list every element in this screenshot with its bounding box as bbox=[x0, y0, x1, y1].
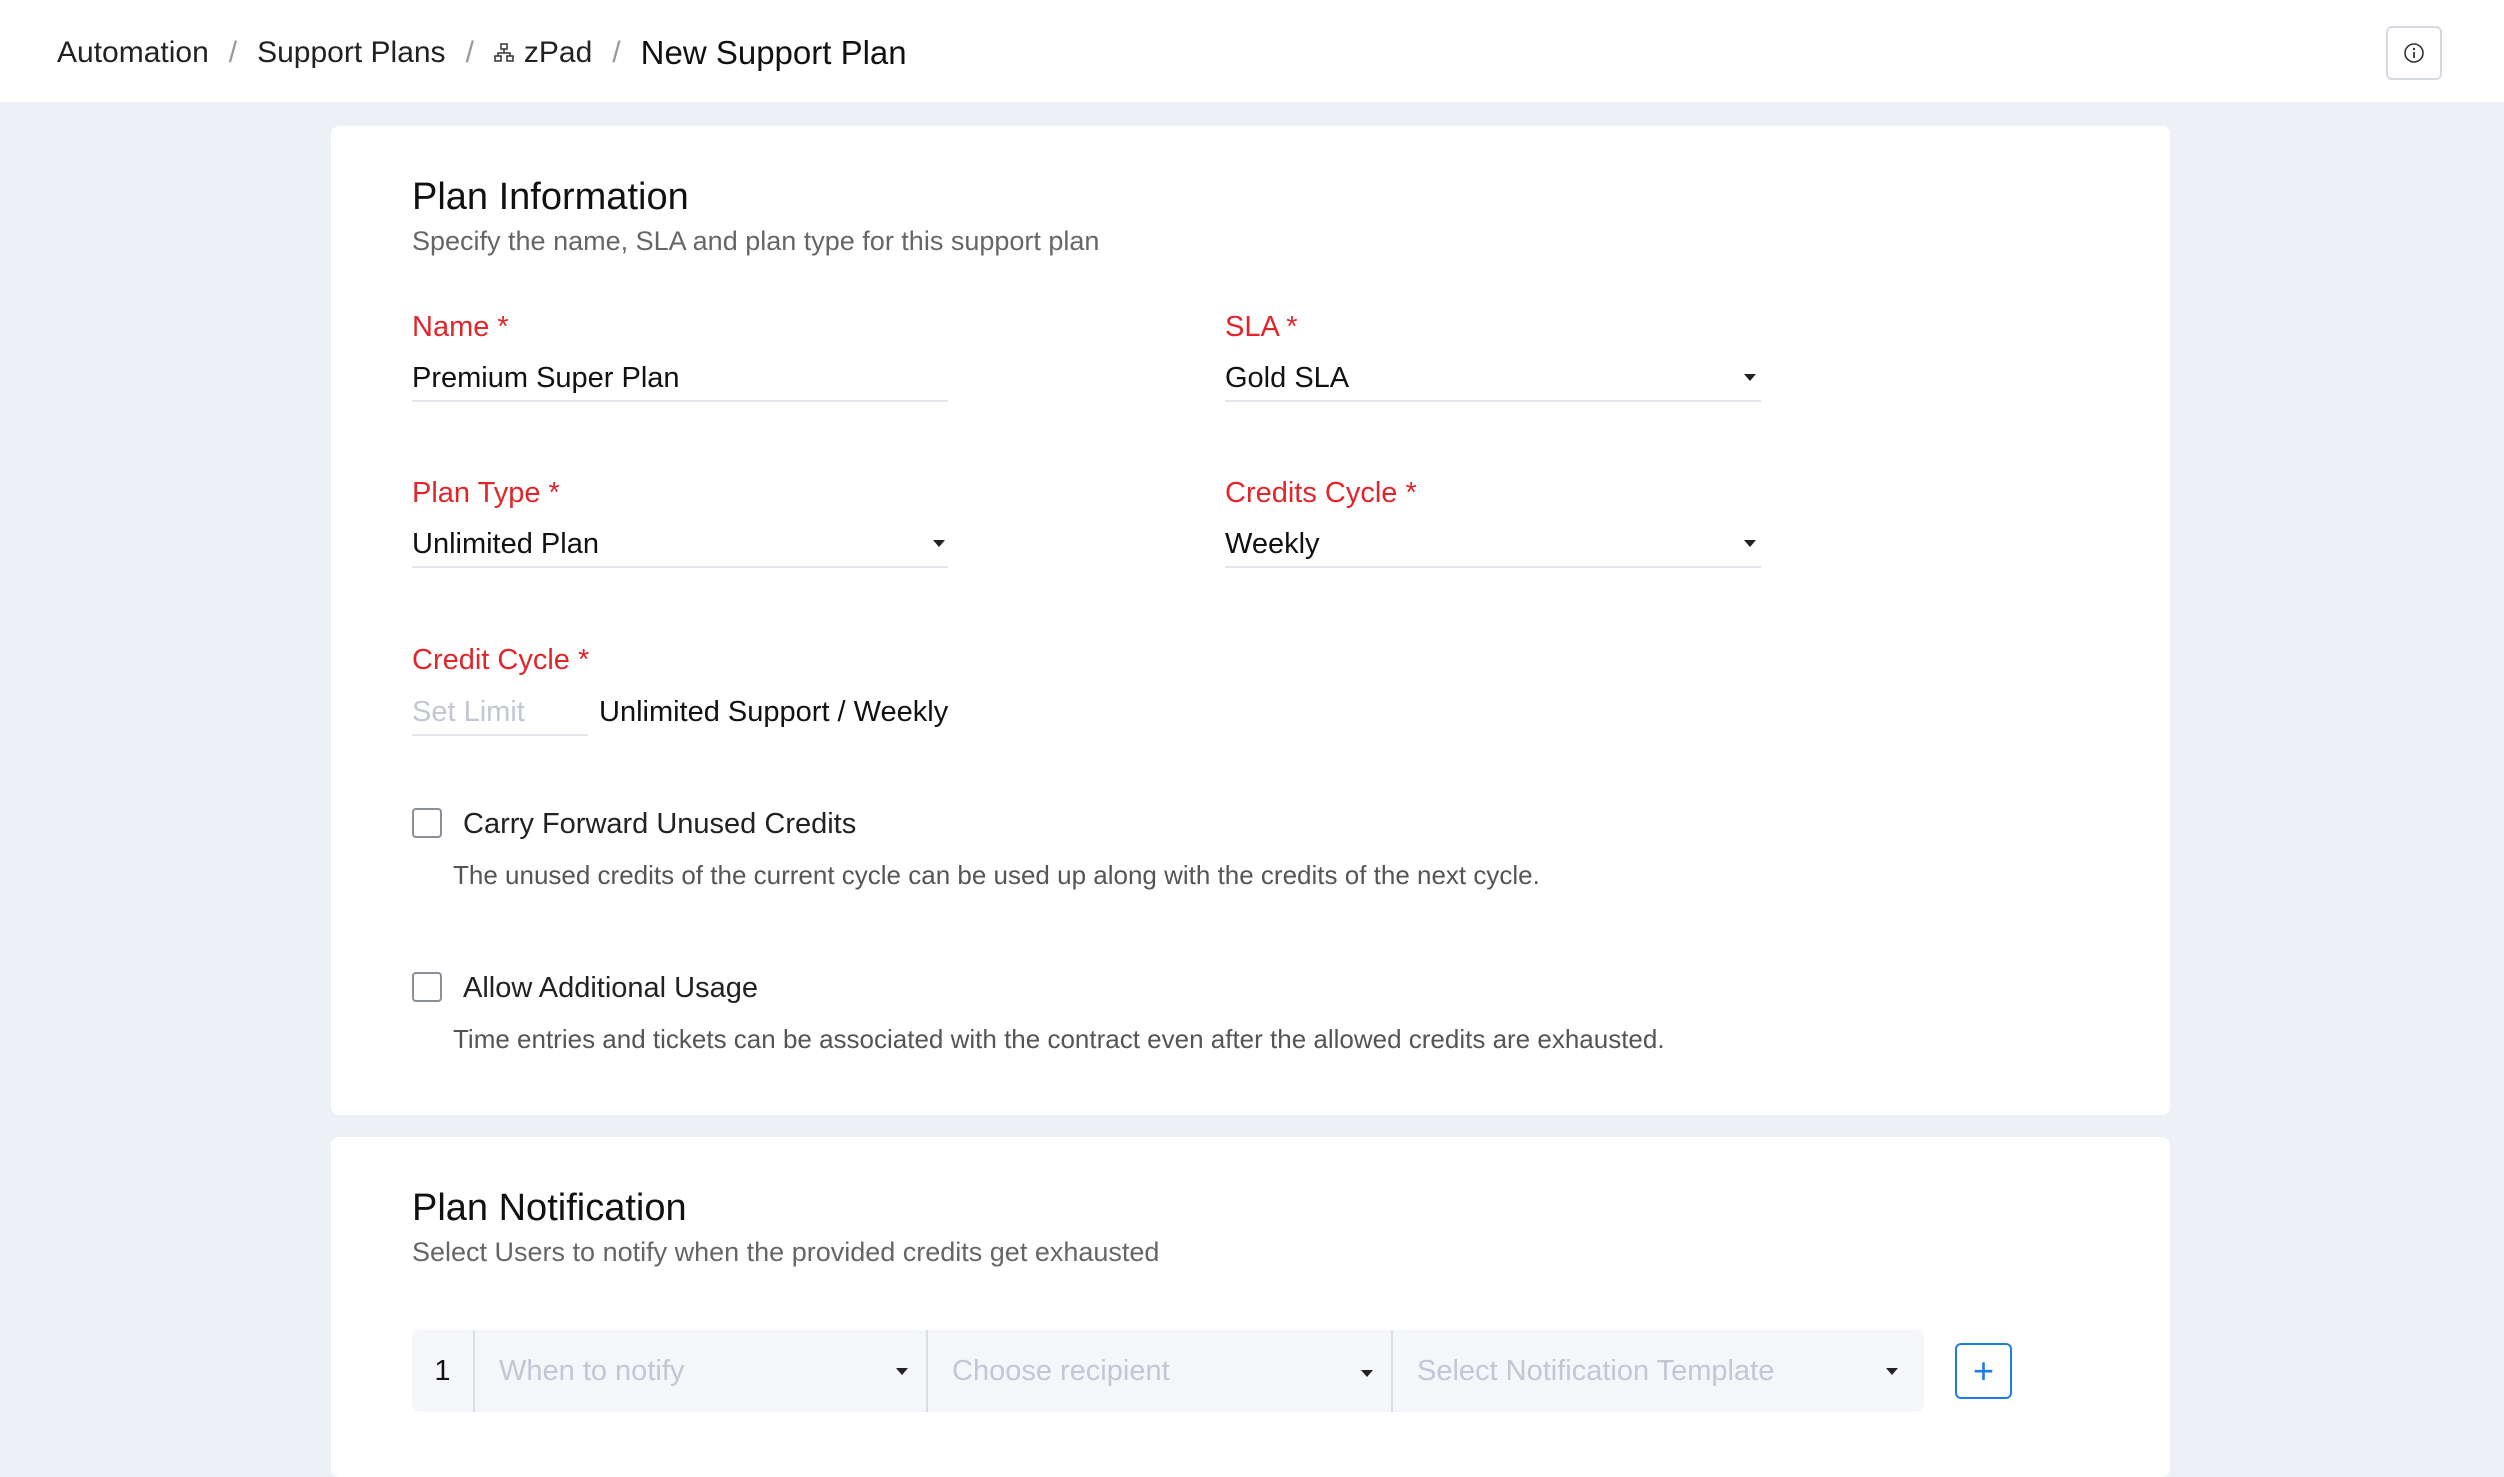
when-to-notify-dropdown-icon[interactable] bbox=[896, 1368, 908, 1375]
when-to-notify-select[interactable]: When to notify bbox=[473, 1330, 926, 1412]
carry-forward-description: The unused credits of the current cycle … bbox=[453, 860, 1540, 890]
info-button[interactable] bbox=[2386, 26, 2442, 80]
additional-usage-description: Time entries and tickets can be associat… bbox=[453, 1024, 1665, 1054]
sla-dropdown-icon[interactable] bbox=[1744, 374, 1756, 381]
row-index: 1 bbox=[434, 1354, 451, 1387]
choose-recipient-select[interactable]: Choose recipient bbox=[926, 1330, 1391, 1412]
plan-type-label: Plan Type * bbox=[412, 477, 560, 509]
notification-template-dropdown-icon[interactable] bbox=[1886, 1368, 1898, 1375]
additional-usage-label[interactable]: Allow Additional Usage bbox=[463, 972, 759, 1004]
plus-icon: + bbox=[1972, 1350, 1995, 1391]
credits-cycle-label: Credits Cycle * bbox=[1225, 477, 1417, 509]
set-limit-input[interactable]: Set Limit bbox=[412, 696, 525, 728]
choose-recipient-dropdown-icon[interactable] bbox=[1361, 1370, 1373, 1377]
plan-notification-card bbox=[331, 1137, 2170, 1477]
sla-label: SLA * bbox=[1225, 311, 1298, 343]
additional-usage-checkbox[interactable] bbox=[412, 972, 442, 1002]
org-chart-icon bbox=[494, 43, 514, 62]
breadcrumb: Automation / Support Plans / zPad / New … bbox=[57, 34, 907, 72]
carry-forward-label[interactable]: Carry Forward Unused Credits bbox=[463, 808, 857, 840]
credits-cycle-select[interactable]: Weekly bbox=[1225, 528, 1320, 560]
breadcrumb-zpad[interactable]: zPad bbox=[523, 36, 593, 69]
breadcrumb-automation[interactable]: Automation bbox=[57, 36, 209, 69]
credit-cycle-label: Credit Cycle * bbox=[412, 644, 590, 676]
credits-cycle-underline bbox=[1225, 566, 1761, 568]
plan-type-select[interactable]: Unlimited Plan bbox=[412, 528, 599, 560]
credits-cycle-dropdown-icon[interactable] bbox=[1744, 540, 1756, 547]
credit-cycle-value: Unlimited Support / Weekly bbox=[599, 696, 949, 728]
plan-information-card bbox=[331, 126, 2170, 1115]
plan-information-title: Plan Information bbox=[412, 176, 689, 218]
plan-notification-subtitle: Select Users to notify when the provided… bbox=[412, 1237, 1160, 1267]
name-input[interactable]: Premium Super Plan bbox=[412, 362, 680, 394]
page-title: New Support Plan bbox=[640, 34, 907, 71]
breadcrumb-support-plans[interactable]: Support Plans bbox=[257, 36, 446, 69]
add-notification-button[interactable]: + bbox=[1955, 1343, 2012, 1399]
breadcrumb-separator: / bbox=[465, 36, 474, 69]
sla-underline bbox=[1225, 400, 1761, 402]
plan-information-subtitle: Specify the name, SLA and plan type for … bbox=[412, 226, 1100, 256]
breadcrumb-separator: / bbox=[612, 36, 621, 69]
sla-select[interactable]: Gold SLA bbox=[1225, 362, 1350, 394]
set-limit-underline bbox=[412, 734, 588, 736]
breadcrumb-separator: / bbox=[228, 36, 238, 69]
top-header: Automation / Support Plans / zPad / New … bbox=[0, 0, 2504, 102]
notification-row: 1 When to notify Choose recipient Select… bbox=[412, 1330, 1924, 1412]
plan-notification-title: Plan Notification bbox=[412, 1187, 687, 1229]
name-underline bbox=[412, 400, 948, 402]
plan-type-dropdown-icon[interactable] bbox=[933, 540, 945, 547]
plan-type-underline bbox=[412, 566, 948, 568]
info-icon bbox=[2404, 43, 2424, 63]
name-label: Name * bbox=[412, 311, 509, 343]
carry-forward-checkbox[interactable] bbox=[412, 808, 442, 838]
notification-template-select[interactable]: Select Notification Template bbox=[1391, 1330, 1924, 1412]
